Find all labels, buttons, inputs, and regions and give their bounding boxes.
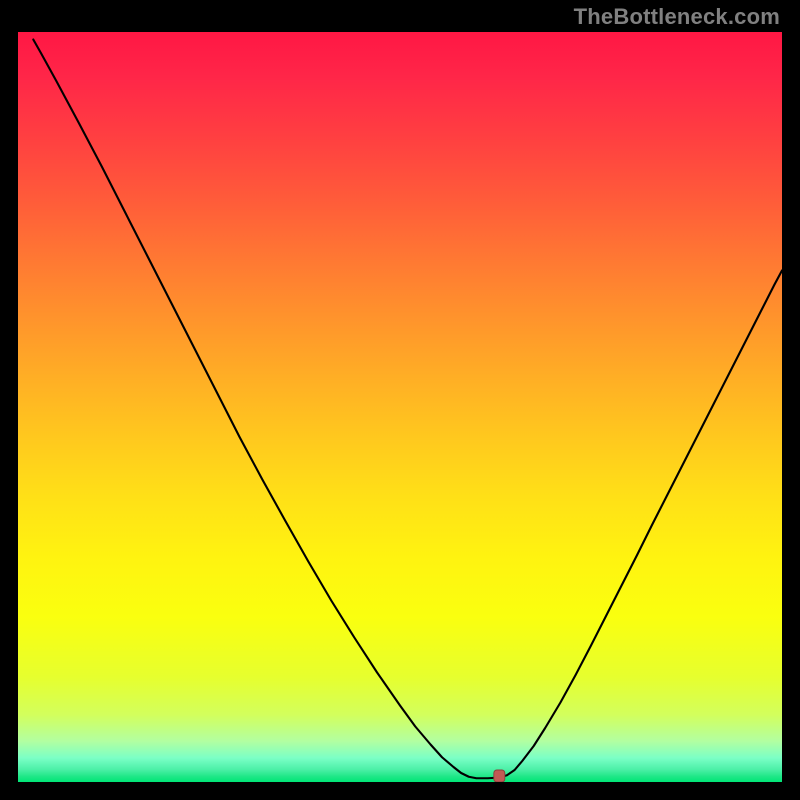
gradient-background	[18, 32, 782, 782]
watermark-text: TheBottleneck.com	[574, 4, 780, 30]
minimum-marker	[494, 770, 505, 782]
plot-frame	[16, 30, 784, 784]
chart-container: TheBottleneck.com	[0, 0, 800, 800]
bottleneck-chart	[18, 32, 782, 782]
plot-area	[18, 32, 782, 782]
